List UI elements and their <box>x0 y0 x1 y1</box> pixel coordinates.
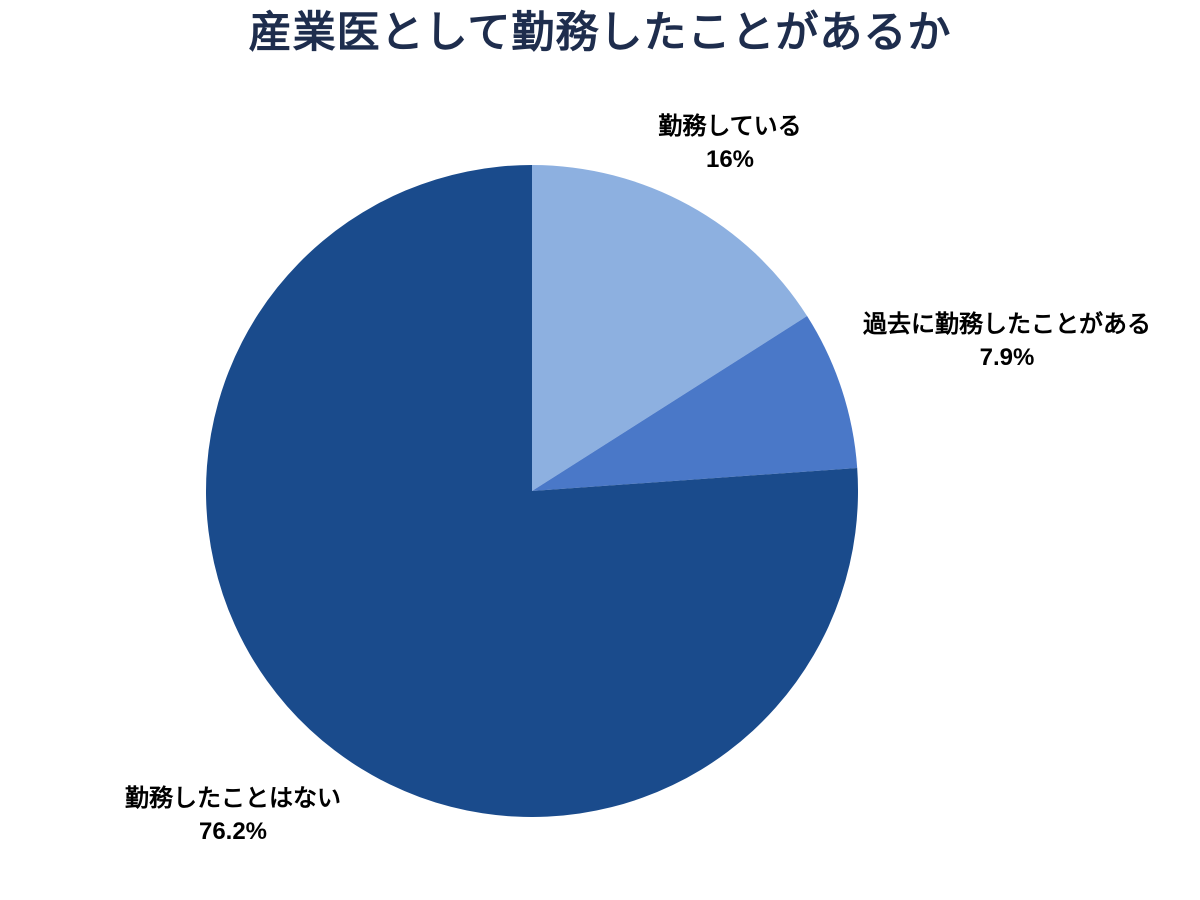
slice-label-worked-in-past: 過去に勤務したことがある 7.9% <box>863 308 1151 374</box>
slice-label-value: 16% <box>705 146 755 173</box>
slice-label-text: 勤務している <box>658 113 802 140</box>
slice-label-value: 76.2% <box>198 818 268 845</box>
pie-slice-1 <box>532 316 858 491</box>
chart-title: 産業医として勤務したことがあるか <box>248 9 952 57</box>
slice-label-text: 勤務したことはない <box>125 785 341 812</box>
slice-label-text: 過去に勤務したことがある <box>863 311 1151 338</box>
pie-chart <box>206 165 858 817</box>
slice-label-currently-working: 勤務している 16% <box>658 110 801 176</box>
pie-slice-2 <box>206 165 858 817</box>
pie-slice-0 <box>532 165 808 491</box>
slice-label-value: 7.9% <box>979 344 1035 371</box>
slice-label-never-worked: 勤務したことはない 76.2% <box>125 782 341 848</box>
